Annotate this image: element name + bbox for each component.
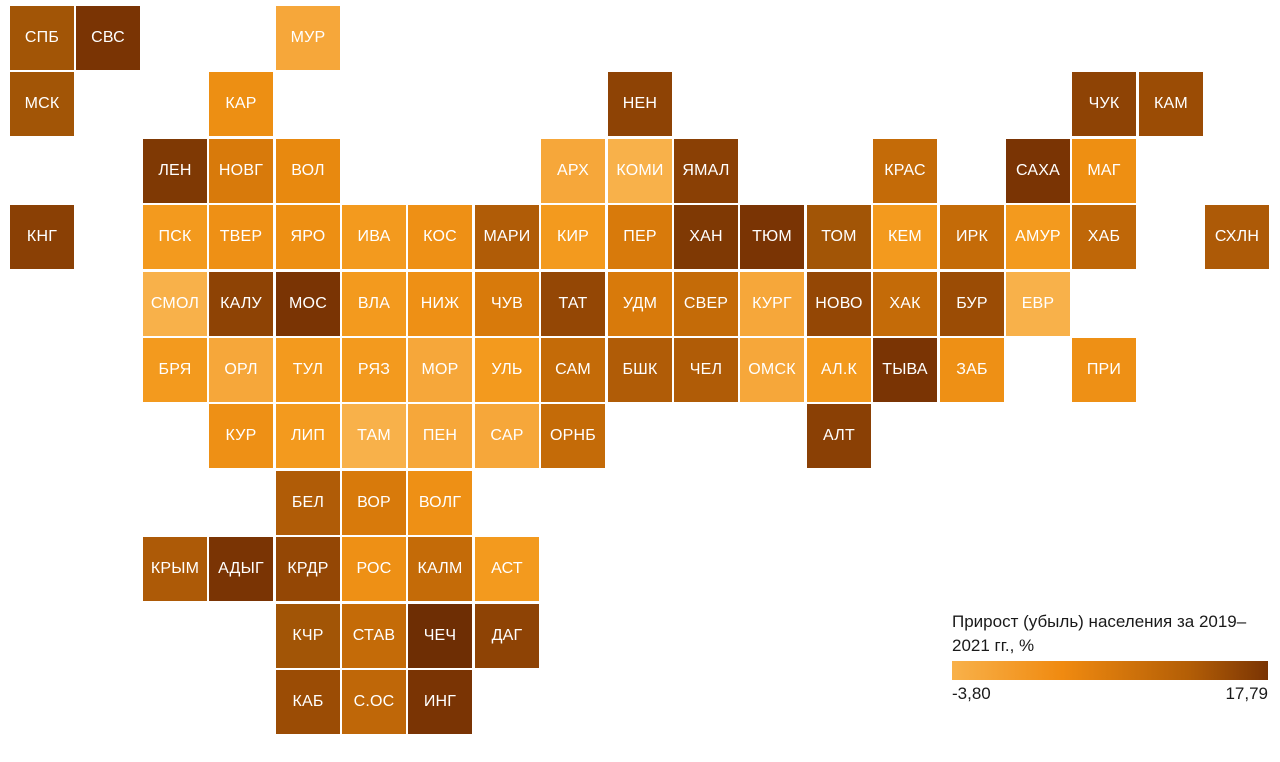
region-tile: УЛЬ — [475, 338, 539, 402]
region-tile: АДЫГ — [209, 537, 273, 601]
region-tile: ХАН — [674, 205, 738, 269]
region-tile: РЯЗ — [342, 338, 406, 402]
region-tile: КАЛУ — [209, 272, 273, 336]
region-tile: КЕМ — [873, 205, 937, 269]
region-tile: ТВЕР — [209, 205, 273, 269]
region-tile: КОС — [408, 205, 472, 269]
region-tile: СХЛН — [1205, 205, 1269, 269]
region-tile: ОМСК — [740, 338, 804, 402]
region-tile: СВС — [76, 6, 140, 70]
region-tile: ТЮМ — [740, 205, 804, 269]
region-tile: КУРГ — [740, 272, 804, 336]
region-tile: ИВА — [342, 205, 406, 269]
region-tile: ХАБ — [1072, 205, 1136, 269]
region-tile: КАР — [209, 72, 273, 136]
region-tile: ЕВР — [1006, 272, 1070, 336]
region-tile: ПСК — [143, 205, 207, 269]
region-tile: КРЫМ — [143, 537, 207, 601]
region-tile: САХА — [1006, 139, 1070, 203]
region-tile: СПБ — [10, 6, 74, 70]
region-tile: АЛ.К — [807, 338, 871, 402]
legend-max-label: 17,79 — [1225, 684, 1268, 703]
region-tile: ЧЕЧ — [408, 604, 472, 668]
region-tile: АЛТ — [807, 404, 871, 468]
region-tile: ПРИ — [1072, 338, 1136, 402]
region-tile: КОМИ — [608, 139, 672, 203]
region-tile: ИРК — [940, 205, 1004, 269]
region-tile: ЧЕЛ — [674, 338, 738, 402]
legend-color-scale — [952, 661, 1268, 680]
region-tile: КРДР — [276, 537, 340, 601]
region-tile: КИР — [541, 205, 605, 269]
region-tile: КАМ — [1139, 72, 1203, 136]
region-tile: ПЕН — [408, 404, 472, 468]
region-tile: ЛИП — [276, 404, 340, 468]
legend-title: Прирост (убыль) населения за 2019–2021 г… — [952, 612, 1247, 655]
region-tile: ХАК — [873, 272, 937, 336]
region-tile: ДАГ — [475, 604, 539, 668]
region-tile: ТУЛ — [276, 338, 340, 402]
region-tile: ПЕР — [608, 205, 672, 269]
region-tile: МАРИ — [475, 205, 539, 269]
region-tile: КЧР — [276, 604, 340, 668]
region-tile: ТЫВА — [873, 338, 937, 402]
region-tile: КАБ — [276, 670, 340, 734]
region-tile: ВОЛГ — [408, 471, 472, 535]
legend-min-label: -3,80 — [952, 684, 991, 703]
region-tile: ТАТ — [541, 272, 605, 336]
region-tile: ВЛА — [342, 272, 406, 336]
region-tile: МОС — [276, 272, 340, 336]
region-tile: КАЛМ — [408, 537, 472, 601]
region-tile: ОРЛ — [209, 338, 273, 402]
region-tile: ЧУВ — [475, 272, 539, 336]
region-tile: БШК — [608, 338, 672, 402]
region-tile: ЯРО — [276, 205, 340, 269]
region-tile: СМОЛ — [143, 272, 207, 336]
region-tile: УДМ — [608, 272, 672, 336]
region-tile: КНГ — [10, 205, 74, 269]
region-tile: С.ОС — [342, 670, 406, 734]
region-tile: НЕН — [608, 72, 672, 136]
region-tile: АМУР — [1006, 205, 1070, 269]
region-tile: САМ — [541, 338, 605, 402]
region-tile: ЯМАЛ — [674, 139, 738, 203]
region-tile: ОРНБ — [541, 404, 605, 468]
region-tile: НИЖ — [408, 272, 472, 336]
region-tile: БРЯ — [143, 338, 207, 402]
region-tile: ВОЛ — [276, 139, 340, 203]
region-tile: ЗАБ — [940, 338, 1004, 402]
region-tile: ИНГ — [408, 670, 472, 734]
region-tile: ТАМ — [342, 404, 406, 468]
legend: Прирост (убыль) населения за 2019–2021 г… — [952, 610, 1268, 704]
region-tile: КУР — [209, 404, 273, 468]
region-tile: ЧУК — [1072, 72, 1136, 136]
region-tile: САР — [475, 404, 539, 468]
region-tile: ЛЕН — [143, 139, 207, 203]
region-tile: МАГ — [1072, 139, 1136, 203]
region-tile: НОВО — [807, 272, 871, 336]
region-tile: АРХ — [541, 139, 605, 203]
region-tile: ТОМ — [807, 205, 871, 269]
region-tile: ВОР — [342, 471, 406, 535]
legend-labels: -3,80 17,79 — [952, 684, 1268, 704]
region-tile: КРАС — [873, 139, 937, 203]
region-tile: МСК — [10, 72, 74, 136]
region-tile: МОР — [408, 338, 472, 402]
region-tile: АСТ — [475, 537, 539, 601]
region-tile: МУР — [276, 6, 340, 70]
region-tile: БУР — [940, 272, 1004, 336]
region-tile: НОВГ — [209, 139, 273, 203]
region-tile: БЕЛ — [276, 471, 340, 535]
region-tile: СТАВ — [342, 604, 406, 668]
region-tile: РОС — [342, 537, 406, 601]
region-tile: СВЕР — [674, 272, 738, 336]
